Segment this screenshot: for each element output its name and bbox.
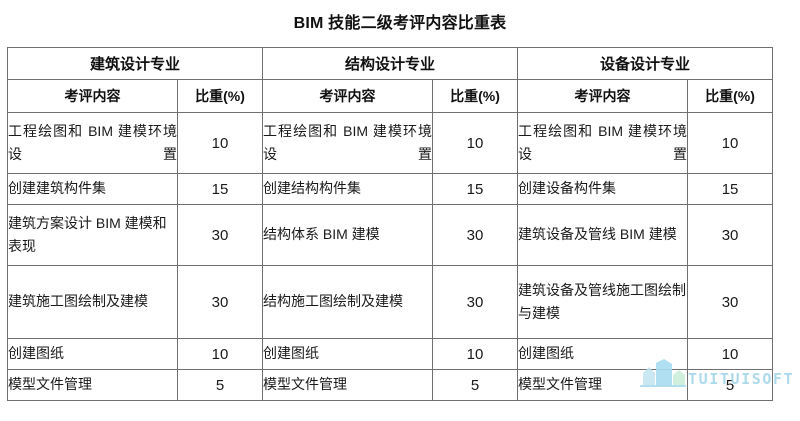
column-header-percent-structure: 比重(%) [432,79,519,113]
cell-percent-architecture-5: 10 [176,338,264,370]
column-header-content-equipment: 考评内容 [517,79,689,113]
cell-percent-architecture-3: 30 [176,204,264,266]
cell-percent-structure-4: 30 [432,265,519,339]
cell-percent-architecture-1: 10 [176,112,264,174]
table-row: 创建建筑构件集 15 创建结构构件集 15 创建设备构件集 15 [7,173,774,205]
assessment-weight-table: 建筑设计专业 结构设计专业 设备设计专业 考评内容 比重(%) 考评内容 比重(… [6,47,774,401]
cell-content-equipment-4: 建筑设备及管线施工图绘制与建模 [517,265,689,339]
page-title: BIM 技能二级考评内容比重表 [293,15,507,32]
cell-content-architecture-2: 创建建筑构件集 [7,173,178,205]
table-row: 工程绘图和 BIM 建模环境设置 10 工程绘图和 BIM 建模环境设置 10 … [7,112,774,174]
table-row: 模型文件管理 5 模型文件管理 5 模型文件管理 5 [7,369,774,401]
cell-percent-structure-3: 30 [432,204,519,266]
cell-percent-architecture-4: 30 [176,265,264,339]
cell-percent-structure-5: 10 [432,338,519,370]
cell-percent-equipment-1: 10 [687,112,774,174]
cell-content-structure-1: 工程绘图和 BIM 建模环境设置 [262,112,434,174]
table-column-header-row: 考评内容 比重(%) 考评内容 比重(%) 考评内容 比重(%) [7,79,774,113]
cell-content-architecture-3: 建筑方案设计 BIM 建模和表现 [7,204,178,266]
cell-content-structure-3: 结构体系 BIM 建模 [262,204,434,266]
column-header-percent-equipment: 比重(%) [687,79,774,113]
cell-percent-structure-6: 5 [432,369,519,401]
column-header-content-architecture: 考评内容 [7,79,178,113]
table-group-header-row: 建筑设计专业 结构设计专业 设备设计专业 [6,47,774,80]
cell-content-equipment-3: 建筑设备及管线 BIM 建模 [517,204,689,266]
cell-percent-equipment-3: 30 [687,204,774,266]
cell-content-architecture-5: 创建图纸 [7,338,178,370]
group-header-structure: 结构设计专业 [262,47,519,80]
cell-percent-structure-2: 15 [432,173,519,205]
table-row: 创建图纸 10 创建图纸 10 创建图纸 10 [7,338,774,370]
assessment-table-container: 建筑设计专业 结构设计专业 设备设计专业 考评内容 比重(%) 考评内容 比重(… [6,47,774,401]
cell-percent-equipment-4: 30 [687,265,774,339]
group-header-equipment: 设备设计专业 [517,47,774,80]
cell-content-equipment-1: 工程绘图和 BIM 建模环境设置 [517,112,689,174]
table-row: 建筑施工图绘制及建模 30 结构施工图绘制及建模 30 建筑设备及管线施工图绘制… [7,265,774,339]
cell-percent-architecture-6: 5 [176,369,264,401]
cell-content-architecture-6: 模型文件管理 [7,369,178,401]
cell-content-architecture-4: 建筑施工图绘制及建模 [7,265,178,339]
group-header-architecture: 建筑设计专业 [6,47,264,80]
table-row: 建筑方案设计 BIM 建模和表现 30 结构体系 BIM 建模 30 建筑设备及… [7,204,774,266]
cell-content-structure-4: 结构施工图绘制及建模 [262,265,434,339]
column-header-percent-architecture: 比重(%) [176,79,264,113]
cell-content-equipment-6: 模型文件管理 [517,369,689,401]
column-header-content-structure: 考评内容 [262,79,434,113]
cell-content-structure-5: 创建图纸 [262,338,434,370]
cell-percent-equipment-6: 5 [687,369,774,401]
cell-content-equipment-2: 创建设备构件集 [517,173,689,205]
cell-percent-equipment-2: 15 [687,173,774,205]
cell-content-structure-6: 模型文件管理 [262,369,434,401]
cell-content-architecture-1: 工程绘图和 BIM 建模环境设置 [7,112,178,174]
cell-content-structure-2: 创建结构构件集 [262,173,434,205]
cell-percent-equipment-5: 10 [687,338,774,370]
cell-percent-architecture-2: 15 [176,173,264,205]
cell-percent-structure-1: 10 [432,112,519,174]
cell-content-equipment-5: 创建图纸 [517,338,689,370]
